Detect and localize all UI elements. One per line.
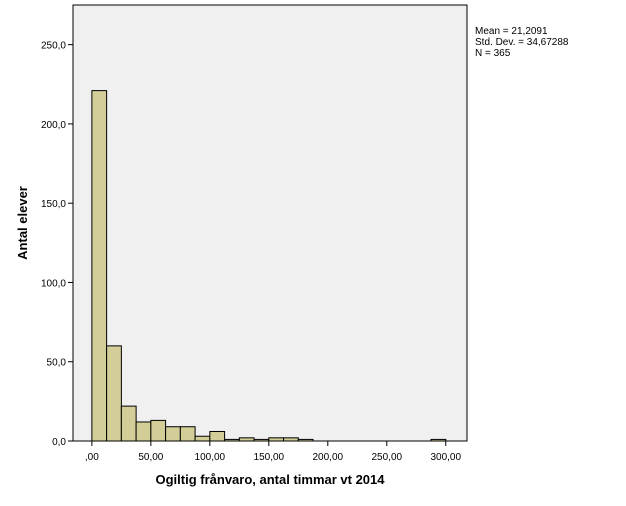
histogram-bar bbox=[120, 405, 137, 442]
x-tick-label: 150,00 bbox=[254, 452, 285, 463]
histogram-bar bbox=[135, 421, 152, 442]
histogram-bar bbox=[165, 426, 181, 442]
histogram-bar bbox=[91, 90, 108, 442]
histogram-bar bbox=[224, 438, 240, 442]
y-axis-label: Antal elever bbox=[15, 186, 30, 260]
x-axis: ,00 50,00 100,00 150,00 200,00 250,00 300,00 bbox=[85, 441, 461, 463]
histogram-bar bbox=[253, 438, 270, 442]
x-tick-label: 50,00 bbox=[138, 452, 163, 463]
plot-area bbox=[72, 4, 468, 442]
histogram-bar bbox=[194, 435, 211, 442]
bars-group bbox=[91, 90, 447, 442]
x-tick-label: 300,00 bbox=[430, 452, 461, 463]
histogram-bar bbox=[106, 345, 122, 442]
stat-mean: Mean = 21,2091 bbox=[475, 26, 548, 37]
stat-n: N = 365 bbox=[475, 48, 511, 59]
x-tick-label: 100,00 bbox=[195, 452, 226, 463]
x-tick-label: ,00 bbox=[85, 452, 99, 463]
histogram-bar bbox=[238, 437, 255, 442]
histogram-bar bbox=[283, 437, 299, 442]
histogram-bar bbox=[430, 438, 447, 442]
x-axis-label: Ogiltig frånvaro, antal timmar vt 2014 bbox=[155, 472, 385, 487]
statistics-box: Mean = 21,2091 Std. Dev. = 34,67288 N = … bbox=[475, 26, 569, 59]
y-tick-label: 0,0 bbox=[52, 437, 66, 448]
y-tick-label: 100,0 bbox=[41, 278, 66, 289]
histogram-bar bbox=[179, 426, 196, 442]
y-tick-label: 50,0 bbox=[47, 358, 67, 369]
y-tick-label: 250,0 bbox=[41, 41, 66, 52]
histogram-bar bbox=[209, 430, 226, 442]
histogram-bar bbox=[150, 419, 167, 442]
y-tick-label: 150,0 bbox=[41, 199, 66, 210]
x-tick-label: 200,00 bbox=[313, 452, 344, 463]
histogram-bar bbox=[297, 438, 314, 442]
stat-std-dev: Std. Dev. = 34,67288 bbox=[475, 37, 569, 48]
y-axis: 0,0 50,0 100,0 150,0 200,0 250,0 bbox=[41, 41, 73, 448]
histogram-bar bbox=[268, 437, 285, 442]
x-tick-label: 250,00 bbox=[371, 452, 402, 463]
y-tick-label: 200,0 bbox=[41, 120, 66, 131]
